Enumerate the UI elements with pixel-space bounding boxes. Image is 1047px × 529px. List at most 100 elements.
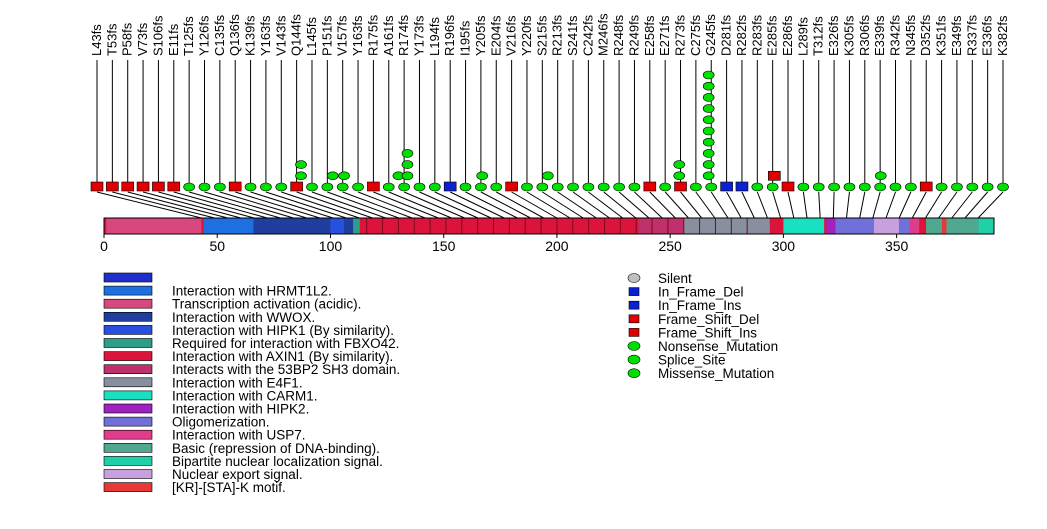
mutation-marker <box>874 171 887 181</box>
mutation-label: Y220fs <box>519 15 534 56</box>
mutation-marker <box>702 70 715 80</box>
mutation-connector <box>188 191 281 219</box>
mutation-connector <box>872 191 881 219</box>
mutation-connector <box>588 191 623 219</box>
mutation-connector <box>885 191 896 219</box>
domain-legend-swatch <box>103 390 153 401</box>
domain-legend-swatch <box>103 351 153 361</box>
domain-block <box>783 218 825 234</box>
mutation-label: T312fs <box>811 16 826 56</box>
mutation-marker <box>338 171 350 181</box>
mutation-marker <box>244 182 257 192</box>
mutation-marker <box>321 182 334 192</box>
mutation-label: P58fs <box>120 22 135 56</box>
mutation-marker <box>597 182 610 192</box>
domain-legend-label: Transcription activation (acidic). <box>172 297 361 312</box>
mutation-connector <box>465 191 518 219</box>
mutation-connector <box>96 191 202 219</box>
mutation-marker <box>702 81 715 91</box>
mutation-marker <box>443 181 457 192</box>
mutation-label: E285fs <box>765 15 780 56</box>
mutation-marker <box>401 171 414 181</box>
mutation-type-swatch <box>628 287 640 296</box>
mutation-connector <box>511 191 558 219</box>
mutation-connector <box>756 191 768 219</box>
mutation-marker <box>198 182 211 192</box>
mutation-marker <box>766 182 779 192</box>
mutation-label: Y163fs <box>258 15 273 56</box>
mutation-marker <box>413 182 426 192</box>
mutation-marker <box>705 182 718 192</box>
domain-block <box>353 218 360 234</box>
mutation-connector <box>649 191 676 219</box>
mutation-label: E204fs <box>488 15 503 56</box>
mutation-label: R213fs <box>550 14 565 56</box>
domain-block <box>683 218 770 234</box>
domain-legend-swatch <box>103 325 153 335</box>
mutation-marker <box>152 181 165 192</box>
mutation-label: C135fs <box>212 14 227 56</box>
mutation-marker <box>751 182 764 192</box>
mutation-marker <box>505 181 518 192</box>
mutation-connector <box>911 191 927 219</box>
mutation-connector <box>449 191 505 219</box>
axis-tick-label: 300 <box>772 238 796 254</box>
mutation-label: V157fs <box>335 15 350 56</box>
mutation-connector <box>964 191 989 219</box>
domain-legend-label: [KR]-[STA]-K motif. <box>172 480 286 495</box>
domain-legend-label: Nuclear export signal. <box>172 467 303 482</box>
mutation-marker <box>981 182 994 192</box>
mutation-label: Y163fs <box>350 15 365 56</box>
mutation-connector <box>951 191 973 219</box>
mutation-marker <box>183 182 195 192</box>
mutation-label: Q144fs <box>289 14 304 56</box>
domain-block <box>978 218 994 234</box>
axis-tick-label: 250 <box>658 238 682 254</box>
mutation-label: K382fs <box>995 15 1010 56</box>
domain-legend-label: Interaction with WWOX. <box>172 310 315 325</box>
mutation-type-label: In_Frame_Del <box>658 285 744 300</box>
mutation-label: L43fs <box>89 24 104 56</box>
mutation-label: R175fs <box>365 14 380 56</box>
mutation-label: L194fs <box>427 16 442 56</box>
mutation-label: C242fs <box>580 14 595 56</box>
protein-outline <box>103 217 995 235</box>
mutation-type-label: Frame_Shift_Ins <box>658 325 757 340</box>
mutation-connector <box>204 191 294 219</box>
mutation-connector <box>419 191 479 219</box>
mutation-label: T53fs <box>104 23 119 56</box>
mutation-marker <box>702 160 715 169</box>
mutation-marker <box>997 182 1009 192</box>
mutation-label: E339fs <box>872 15 887 56</box>
mutation-connector <box>818 191 821 219</box>
mutation-type-swatch <box>627 354 641 365</box>
mutation-marker <box>905 182 917 192</box>
mutation-marker <box>106 181 119 192</box>
mutation-connector <box>296 191 373 219</box>
mutation-marker <box>735 181 749 192</box>
mutation-marker <box>475 182 487 192</box>
mutation-connector <box>127 191 228 219</box>
domain-block <box>359 218 639 234</box>
mutation-marker <box>919 181 933 192</box>
mutation-marker <box>398 182 410 192</box>
mutation-connector <box>112 191 215 219</box>
mutation-label: E258fs <box>642 15 657 56</box>
mutation-connector <box>802 191 808 219</box>
mutation-connector <box>542 191 584 219</box>
domain-legend-label: Interaction with HIPK1 (By similarity). <box>172 323 394 338</box>
mutation-label: K305fs <box>841 15 856 56</box>
domain-block <box>926 218 979 234</box>
domain-block <box>106 218 202 234</box>
mutation-connector <box>557 191 597 219</box>
mutation-marker <box>295 160 307 169</box>
mutation-connector <box>572 191 610 219</box>
mutation-marker <box>643 181 657 192</box>
mutation-marker <box>673 171 686 181</box>
mutation-marker <box>551 182 564 192</box>
mutation-connector <box>695 191 716 219</box>
mutation-marker <box>828 182 840 192</box>
mutation-marker <box>536 182 549 192</box>
mutation-marker <box>136 181 150 192</box>
